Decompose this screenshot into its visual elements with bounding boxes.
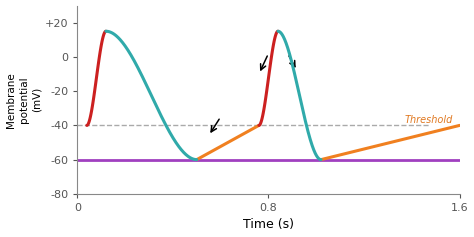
Y-axis label: Membrane
potential
(mV): Membrane potential (mV) [6, 72, 42, 128]
Text: Threshold: Threshold [404, 114, 453, 124]
X-axis label: Time (s): Time (s) [243, 219, 294, 232]
